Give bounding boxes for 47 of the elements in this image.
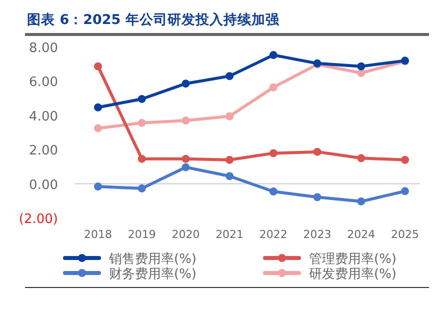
point: [138, 94, 146, 103]
point: [182, 154, 190, 163]
point: [226, 112, 234, 120]
point: [226, 156, 234, 164]
y-tick-label: 4.00: [29, 109, 58, 124]
point: [226, 72, 234, 80]
point: [357, 154, 366, 162]
legend-label: 研发费用率(%): [309, 266, 396, 282]
chart-title: 图表 6：2025 年公司研发投入持续加强: [27, 12, 280, 28]
point: [94, 62, 102, 70]
y-tick-label: 0.00: [29, 178, 58, 193]
x-tick-label: 2020: [172, 228, 200, 241]
point: [357, 62, 366, 70]
legend-label: 销售费用率(%): [108, 251, 196, 267]
point: [94, 182, 102, 191]
point: [94, 124, 102, 132]
point: [401, 187, 409, 196]
x-tick-label: 2018: [84, 228, 112, 241]
y-tick-label: (2.00): [18, 212, 58, 227]
x-tick-label: 2023: [303, 228, 332, 241]
point: [269, 51, 278, 60]
point: [269, 83, 278, 92]
point: [269, 149, 278, 158]
point: [269, 187, 278, 196]
y-tick-label: 8.00: [29, 41, 58, 56]
legend-label: 财务费用率(%): [109, 266, 196, 282]
y-tick-label: 2.00: [29, 144, 58, 159]
x-tick-label: 2021: [216, 228, 244, 241]
legend-label: 管理费用率(%): [309, 251, 396, 267]
point: [357, 197, 366, 206]
point: [182, 116, 190, 125]
point: [357, 68, 366, 77]
y-tick-label: 6.00: [29, 75, 58, 90]
point: [138, 154, 146, 163]
point: [313, 148, 322, 156]
point: [138, 184, 146, 192]
x-tick-label: 2025: [391, 228, 419, 241]
x-tick-label: 2024: [347, 228, 376, 241]
x-tick-label: 2019: [128, 228, 156, 241]
point: [313, 193, 322, 202]
point: [182, 80, 190, 88]
point: [182, 163, 190, 172]
x-tick-label: 2022: [259, 228, 288, 241]
point: [138, 118, 146, 127]
point: [94, 103, 102, 112]
point: [226, 172, 234, 180]
point: [401, 156, 409, 164]
